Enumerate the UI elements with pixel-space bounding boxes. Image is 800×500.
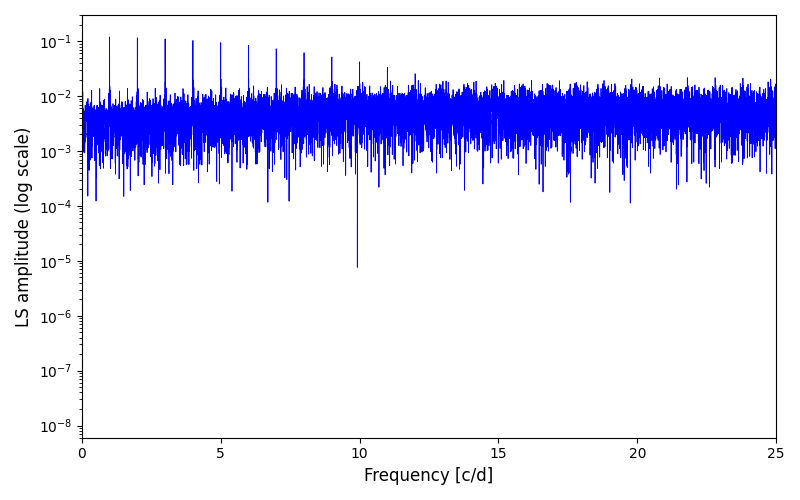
Y-axis label: LS amplitude (log scale): LS amplitude (log scale) xyxy=(15,126,33,326)
X-axis label: Frequency [c/d]: Frequency [c/d] xyxy=(364,467,494,485)
